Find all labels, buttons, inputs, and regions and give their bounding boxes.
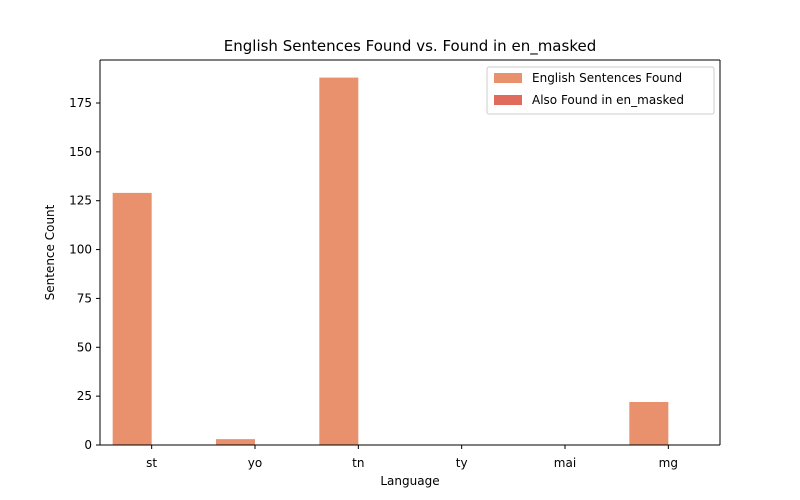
y-tick-label-150: 150 (69, 145, 92, 159)
y-tick-label-25: 25 (77, 389, 92, 403)
x-axis-ticks: st yo tn ty mai mg (146, 445, 678, 470)
legend-label-english-sentences-found: English Sentences Found (532, 71, 682, 85)
plot-area (100, 60, 720, 445)
y-axis-ticks: 0 25 50 75 100 125 150 175 (69, 96, 100, 452)
x-tick-label-tn: tn (352, 456, 364, 470)
x-tick-label-st: st (146, 456, 157, 470)
bar-english-sentences-found-yo (216, 439, 255, 445)
chart-title: English Sentences Found vs. Found in en_… (224, 37, 596, 56)
y-tick-label-125: 125 (69, 194, 92, 208)
legend: English Sentences Found Also Found in en… (486, 66, 715, 115)
bar-english-sentences-found-st (112, 192, 152, 445)
legend-swatch-also-found-in-en-masked (494, 95, 522, 105)
x-tick-label-ty: ty (456, 456, 468, 470)
y-tick-label-100: 100 (69, 243, 92, 257)
y-tick-label-0: 0 (84, 438, 92, 452)
bars-layer (112, 77, 669, 445)
legend-swatch-english-sentences-found (494, 73, 522, 83)
legend-box (486, 66, 715, 115)
bar-english-sentences-found-mg (629, 402, 669, 445)
y-tick-label-175: 175 (69, 96, 92, 110)
y-tick-label-75: 75 (77, 291, 92, 305)
bar-english-sentences-found-tn (319, 77, 359, 445)
legend-label-also-found-in-en-masked: Also Found in en_masked (532, 93, 684, 107)
x-tick-label-mg: mg (659, 456, 678, 470)
x-tick-label-yo: yo (248, 456, 262, 470)
x-axis-label: Language (380, 474, 439, 488)
y-axis-label: Sentence Count (43, 204, 57, 300)
x-tick-label-mai: mai (554, 456, 576, 470)
y-tick-label-50: 50 (77, 340, 92, 354)
